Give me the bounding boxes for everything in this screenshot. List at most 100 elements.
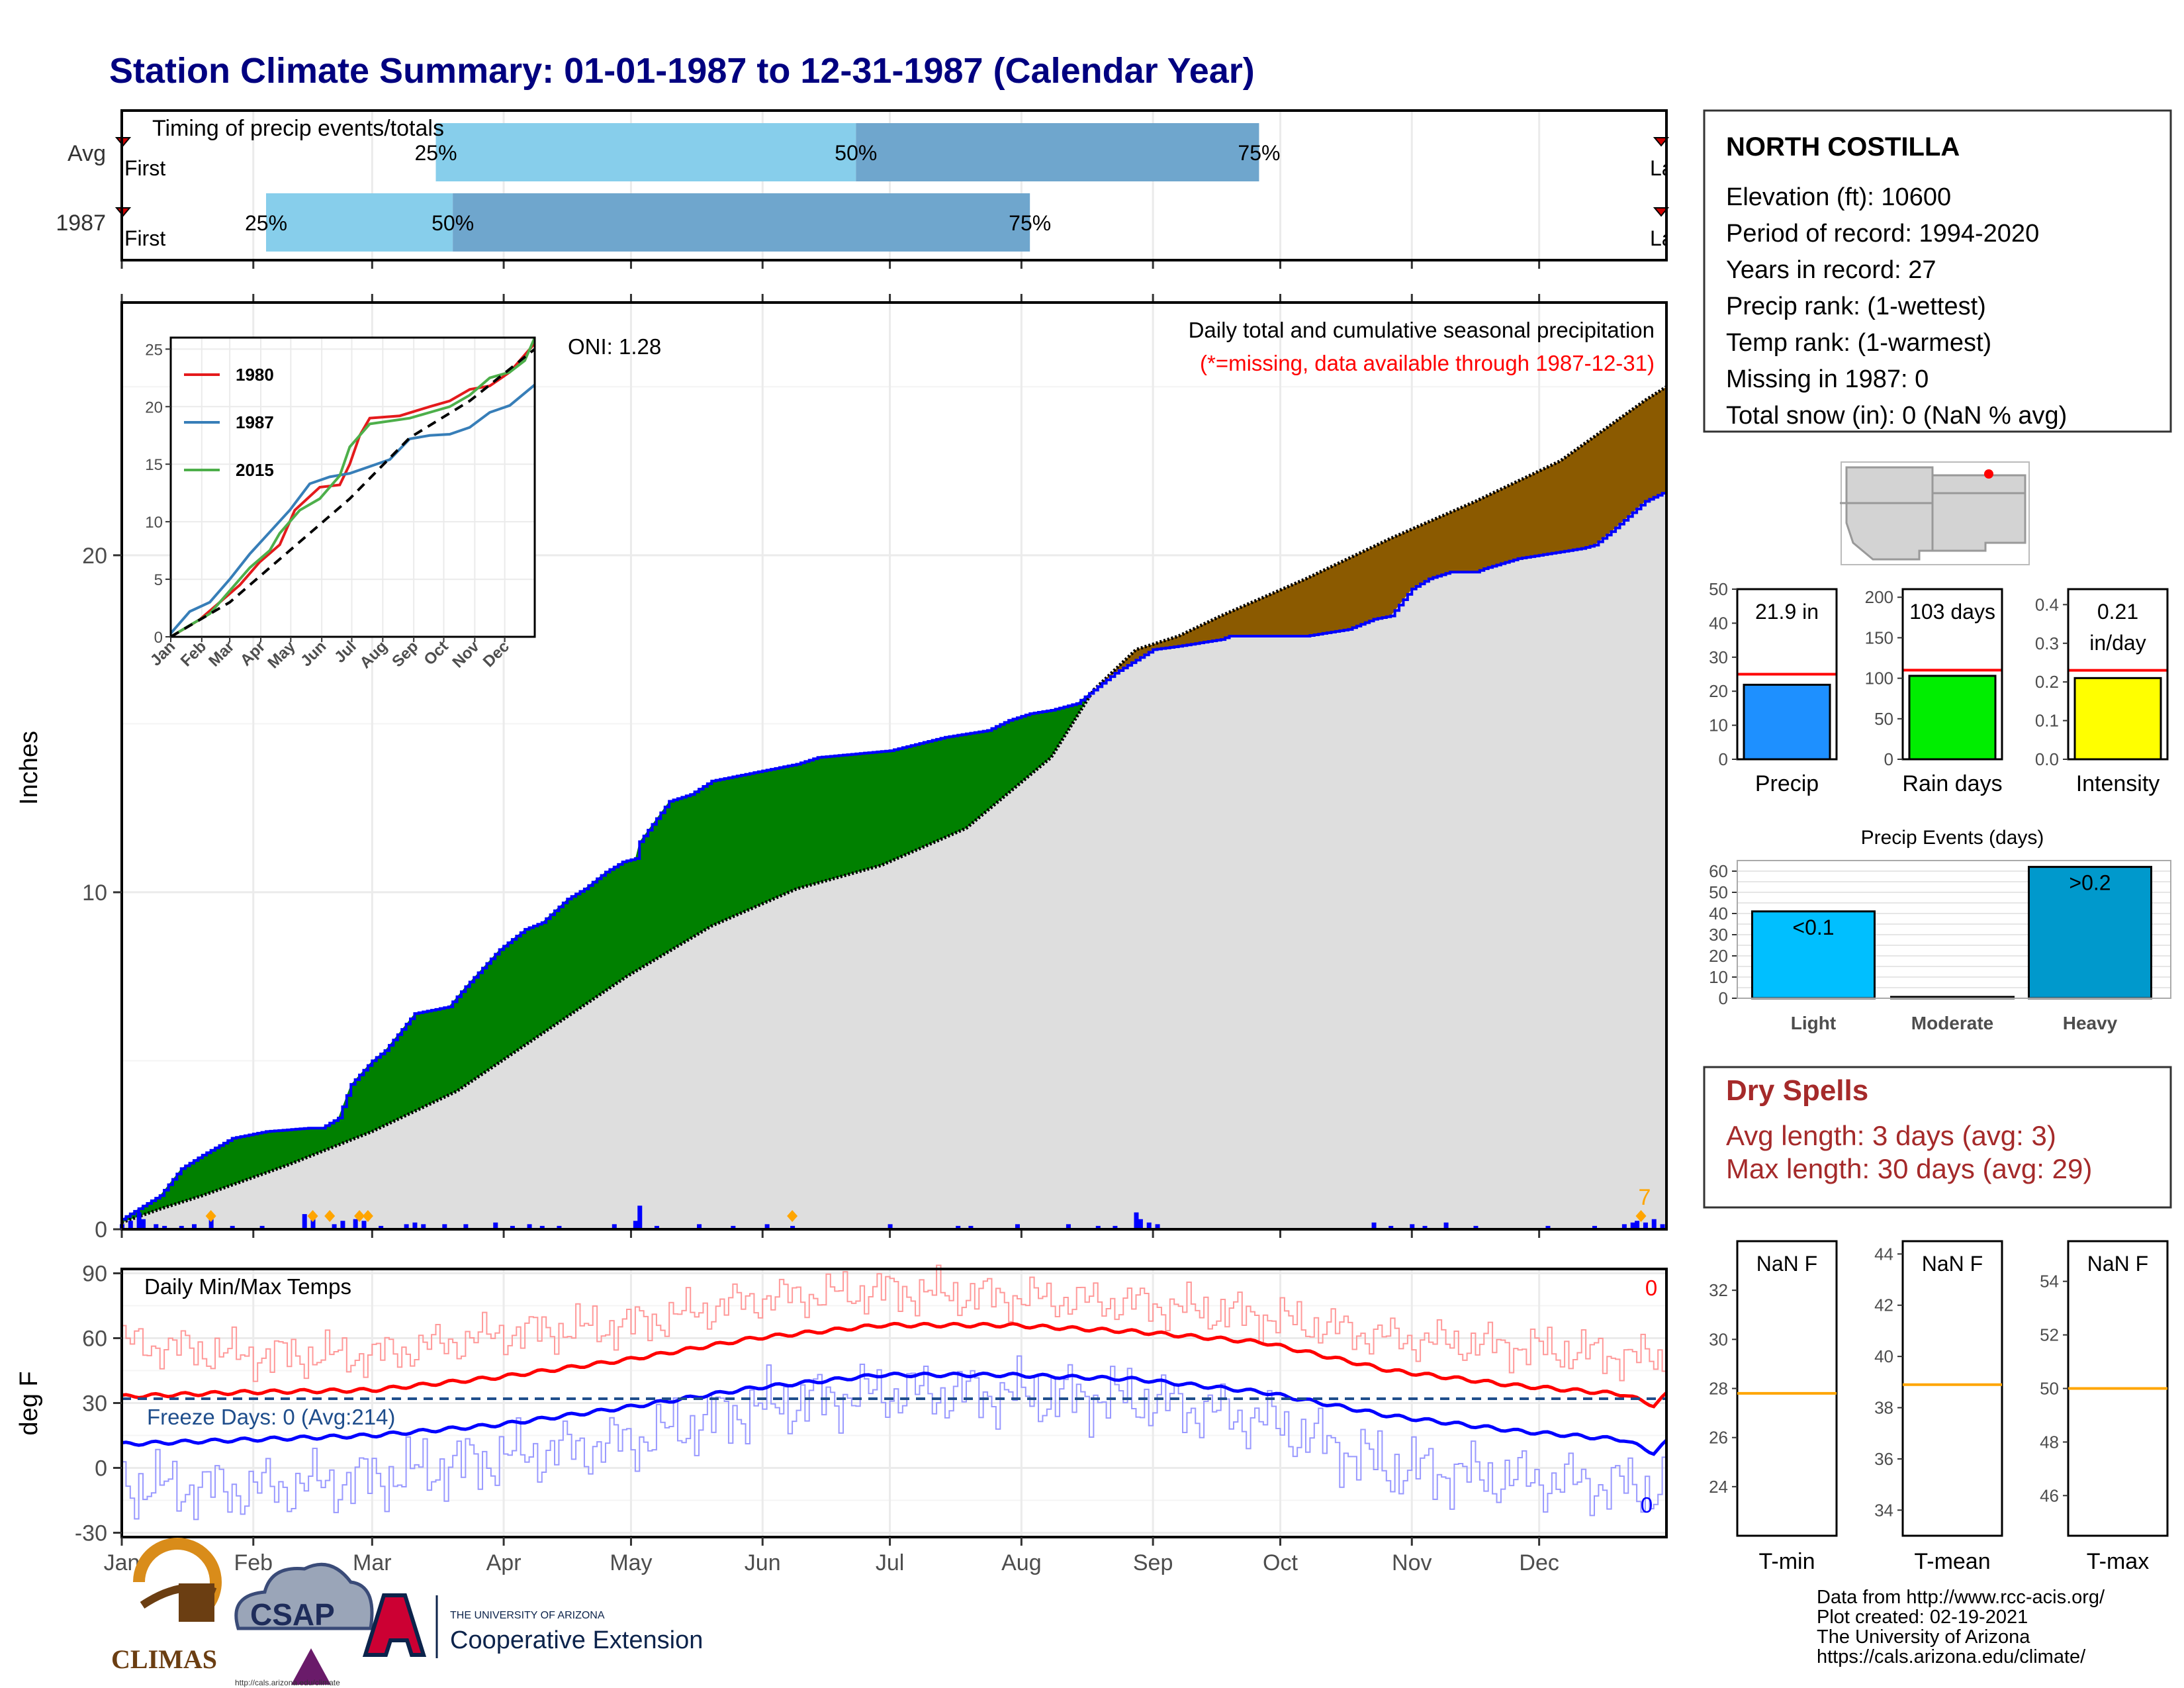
timing-quantile-label: 75% [1238, 141, 1280, 165]
inset-lines [169, 337, 536, 638]
station-lines: Elevation (ft): 10600 Period of record: 1… [1726, 183, 2067, 430]
precip-events-chart: Precip Events (days) <0.1 Light Moderate >0… [1709, 827, 2171, 1033]
inset-legend-label: 1987 [236, 412, 274, 432]
first-event-label: First [124, 156, 165, 180]
totals-panel-precip: 21.9 in 0 10 20 30 40 50 Precip [1709, 579, 1838, 796]
inset-x-label: Apr [237, 637, 269, 669]
temp-y-label: -30 [75, 1521, 107, 1546]
panel-y-label: 150 [1865, 628, 1893, 647]
timing-quantile-label: 25% [414, 141, 457, 165]
daily-precip-bar [539, 1225, 545, 1229]
missing-day-marker [205, 1210, 216, 1222]
daily-precip-bar [1113, 1225, 1118, 1229]
temp-panel-frame [1901, 1240, 2003, 1537]
daily-precip-bar [310, 1219, 316, 1229]
timing-label: Timing of precip events/totals [152, 116, 444, 141]
station-info-line: Precip rank: (1-wettest) [1726, 293, 1986, 320]
daily-precip-bar [1138, 1219, 1143, 1229]
daily-precip-bar [340, 1221, 345, 1229]
daily-precip-bar [1545, 1225, 1551, 1229]
daily-precip-bar [557, 1225, 562, 1229]
daily-precip-bar [1066, 1224, 1071, 1229]
events-bar [1751, 910, 1876, 1000]
ua-logo: THE UNIVERSITY OF ARIZONA Cooperative Ex… [362, 1593, 703, 1658]
daily-precip-bar [637, 1205, 643, 1229]
temp-panel-y-label: 30 [1709, 1329, 1728, 1349]
daily-precip-bar [1443, 1222, 1449, 1229]
dry-spells-box: Dry Spells Avg length: 3 days (avg: 3) M… [1703, 1066, 2172, 1209]
missing-markers [205, 1210, 1647, 1222]
panel-y-label: 100 [1865, 669, 1893, 688]
main-ylabel: Inches [15, 731, 43, 805]
inset-y-label: 20 [145, 399, 163, 416]
daily-precip-bar [1630, 1222, 1635, 1229]
missing-day-marker [324, 1210, 336, 1222]
daily-precip-bar [442, 1224, 447, 1229]
inset-series-line [169, 337, 536, 638]
dry-spells-avg: Avg length: 3 days (avg: 3) [1726, 1120, 2056, 1151]
temp-panel-label: T-mean [1914, 1549, 1990, 1574]
freeze-days-label: Freeze Days: 0 (Avg:214) [147, 1405, 395, 1429]
inset-y-label: 0 [154, 629, 163, 647]
daily-precip-bar [1155, 1224, 1160, 1229]
dry-spells-max: Max length: 30 days (avg: 29) [1726, 1153, 2092, 1184]
inset-x-label: Oct [420, 637, 451, 669]
panel-y-label: 200 [1865, 587, 1893, 607]
daily-precip-bar [1371, 1222, 1377, 1229]
inset-x-label: Feb [177, 637, 210, 670]
daily-precip-bar [1651, 1219, 1657, 1229]
timing-bars: 25% 50% 75% First Last 25% 50% 75% First Last [114, 123, 1670, 252]
footer-credits: Data from http://www.rcc-acis.org/ Plot … [1817, 1587, 2105, 1667]
timing-bar-q25-q50 [435, 123, 856, 181]
totals-panel-rain-days: 103 days 0 50 100 150 200 Rain days [1865, 587, 2003, 796]
csap-logo-text: CSAP [250, 1597, 335, 1632]
daily-precip-bar [154, 1224, 159, 1229]
daily-precip-bar [764, 1224, 770, 1229]
daily-precip-bar [654, 1225, 659, 1229]
daily-precip-bar [1146, 1222, 1152, 1229]
daily-precip-bar [361, 1221, 367, 1229]
station-info-line: Total snow (in): 0 (NaN % avg) [1726, 402, 2067, 430]
inset-series-line [169, 348, 536, 638]
last-event-marker [1653, 207, 1670, 217]
inset-x-label: Jul [331, 637, 360, 667]
timing-panel: 25% 50% 75% First Last 25% 50% 75% First Last Tim… [56, 109, 1670, 269]
inset-x-label: Dec [480, 637, 513, 671]
temp-panel-y-label: 52 [2040, 1325, 2059, 1345]
timing-row-avg-label: Avg [68, 141, 106, 166]
temp-panel-label: T-max [2087, 1549, 2149, 1574]
panel-y-label: 0.4 [2035, 594, 2059, 614]
temp-panel-y-label: 54 [2040, 1272, 2059, 1291]
inset-legend: 1980 1987 2015 [184, 365, 274, 480]
events-y-label: 60 [1709, 861, 1728, 881]
locator-map [1840, 461, 2030, 565]
daily-precip-bar [697, 1224, 702, 1229]
inset-y-label: 10 [145, 514, 163, 532]
panel-y-label: 0.2 [2035, 672, 2059, 692]
panel-frame [1736, 588, 1838, 761]
oni-label: ONI: 1.28 [568, 334, 661, 359]
timing-frame [120, 109, 1668, 261]
temp-y-label: 0 [95, 1456, 107, 1481]
daily-temp-line [122, 1355, 1667, 1521]
panel-y-label: 0 [1719, 749, 1728, 769]
timing-quantile-label: 50% [432, 211, 474, 235]
events-y-label: 30 [1709, 925, 1728, 945]
dry-spells-title: Dry Spells [1726, 1074, 1868, 1107]
temp-panel-y-label: 28 [1709, 1379, 1728, 1399]
events-category-label: Moderate [1911, 1013, 1993, 1033]
panel-value-bar [1743, 683, 1831, 761]
events-category-label: Light [1791, 1013, 1836, 1033]
temp-panel-y-label: 50 [2040, 1379, 2059, 1399]
temp-corner-red: 0 [1645, 1276, 1657, 1300]
panel-y-label: 40 [1709, 613, 1728, 633]
inset-x-label: Mar [205, 637, 238, 670]
station-info-line: Elevation (ft): 10600 [1726, 183, 1951, 211]
station-location-marker [1984, 469, 1993, 479]
daily-precip-bar [1473, 1225, 1479, 1229]
temp-panel-t-min: NaN F 24 26 28 30 32 T-min [1709, 1240, 1838, 1574]
daily-precip-bar [1643, 1222, 1648, 1229]
daily-precip-bar [208, 1219, 214, 1229]
footer-line-1: Data from http://www.rcc-acis.org/ [1817, 1587, 2105, 1608]
